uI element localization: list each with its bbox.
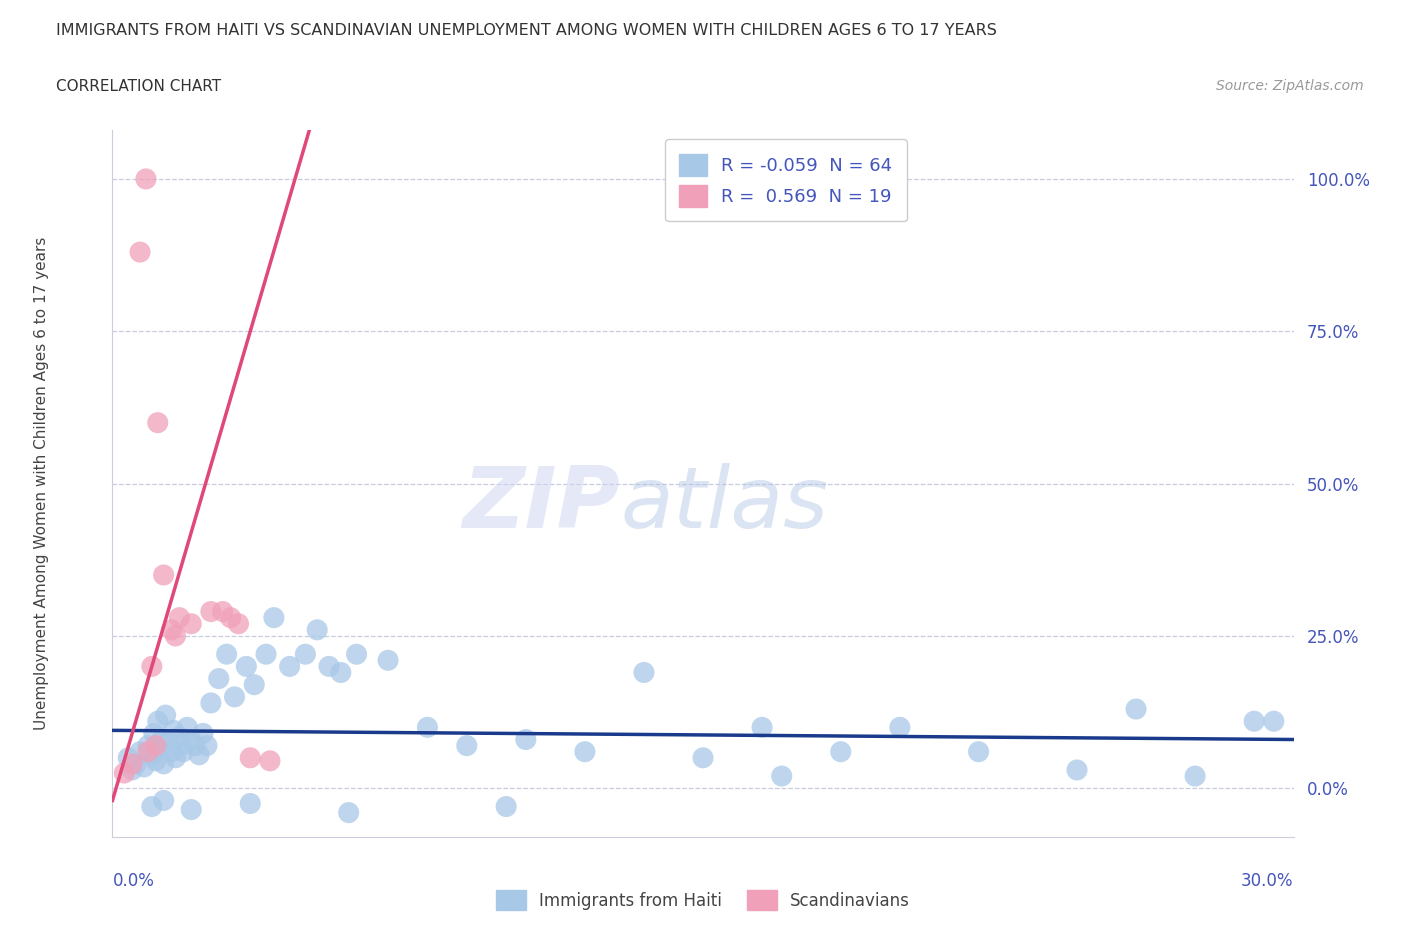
Point: [149, 741, 172, 756]
Point: [254, 646, 277, 661]
Point: [239, 751, 262, 765]
Point: [165, 751, 187, 765]
Point: [574, 744, 596, 759]
Point: [294, 646, 316, 661]
Point: [180, 803, 202, 817]
Point: [224, 689, 246, 704]
Point: [141, 748, 163, 763]
Point: [145, 753, 167, 768]
Point: [239, 796, 262, 811]
Point: [830, 744, 852, 759]
Point: [456, 738, 478, 753]
Point: [263, 610, 285, 625]
Point: [142, 726, 165, 741]
Point: [176, 720, 198, 735]
Point: [337, 805, 360, 820]
Point: [235, 659, 257, 674]
Point: [136, 738, 159, 753]
Point: [195, 738, 218, 753]
Point: [278, 659, 301, 674]
Point: [329, 665, 352, 680]
Point: [515, 732, 537, 747]
Point: [132, 760, 155, 775]
Point: [1066, 763, 1088, 777]
Point: [243, 677, 266, 692]
Point: [1263, 714, 1285, 729]
Point: [307, 622, 329, 637]
Text: atlas: atlas: [620, 463, 828, 546]
Point: [188, 748, 211, 763]
Point: [170, 738, 193, 753]
Point: [259, 753, 281, 768]
Text: ZIP: ZIP: [463, 463, 620, 546]
Point: [152, 756, 174, 771]
Point: [146, 415, 169, 430]
Point: [377, 653, 399, 668]
Point: [180, 617, 202, 631]
Point: [117, 751, 139, 765]
Point: [152, 567, 174, 582]
Point: [160, 744, 183, 759]
Point: [633, 665, 655, 680]
Point: [692, 751, 714, 765]
Point: [146, 714, 169, 729]
Point: [1243, 714, 1265, 729]
Point: [180, 732, 202, 747]
Point: [191, 726, 214, 741]
Text: 0.0%: 0.0%: [112, 872, 155, 890]
Text: Unemployment Among Women with Children Ages 6 to 17 years: Unemployment Among Women with Children A…: [34, 237, 49, 730]
Point: [967, 744, 990, 759]
Text: 30.0%: 30.0%: [1241, 872, 1294, 890]
Legend: Immigrants from Haiti, Scandinavians: Immigrants from Haiti, Scandinavians: [489, 884, 917, 917]
Point: [1184, 768, 1206, 783]
Point: [112, 765, 135, 780]
Point: [145, 738, 167, 753]
Point: [141, 799, 163, 814]
Point: [121, 763, 143, 777]
Legend: R = -0.059  N = 64, R =  0.569  N = 19: R = -0.059 N = 64, R = 0.569 N = 19: [665, 140, 907, 221]
Text: Source: ZipAtlas.com: Source: ZipAtlas.com: [1216, 79, 1364, 93]
Text: CORRELATION CHART: CORRELATION CHART: [56, 79, 221, 94]
Point: [136, 744, 159, 759]
Point: [172, 744, 194, 759]
Point: [121, 756, 143, 771]
Point: [416, 720, 439, 735]
Point: [184, 738, 207, 753]
Point: [125, 756, 148, 771]
Point: [346, 646, 368, 661]
Point: [165, 629, 187, 644]
Point: [1125, 701, 1147, 716]
Point: [162, 723, 184, 737]
Point: [169, 729, 191, 744]
Point: [150, 732, 173, 747]
Point: [155, 708, 177, 723]
Point: [211, 604, 233, 619]
Point: [228, 617, 250, 631]
Point: [152, 793, 174, 808]
Point: [156, 735, 179, 750]
Point: [495, 799, 517, 814]
Point: [889, 720, 911, 735]
Point: [751, 720, 773, 735]
Point: [141, 659, 163, 674]
Point: [200, 696, 222, 711]
Point: [770, 768, 793, 783]
Point: [135, 171, 157, 186]
Point: [208, 671, 231, 686]
Point: [219, 610, 242, 625]
Point: [129, 245, 152, 259]
Point: [318, 659, 340, 674]
Point: [169, 610, 191, 625]
Point: [215, 646, 238, 661]
Text: IMMIGRANTS FROM HAITI VS SCANDINAVIAN UNEMPLOYMENT AMONG WOMEN WITH CHILDREN AGE: IMMIGRANTS FROM HAITI VS SCANDINAVIAN UN…: [56, 23, 997, 38]
Point: [160, 622, 183, 637]
Point: [200, 604, 222, 619]
Point: [129, 744, 152, 759]
